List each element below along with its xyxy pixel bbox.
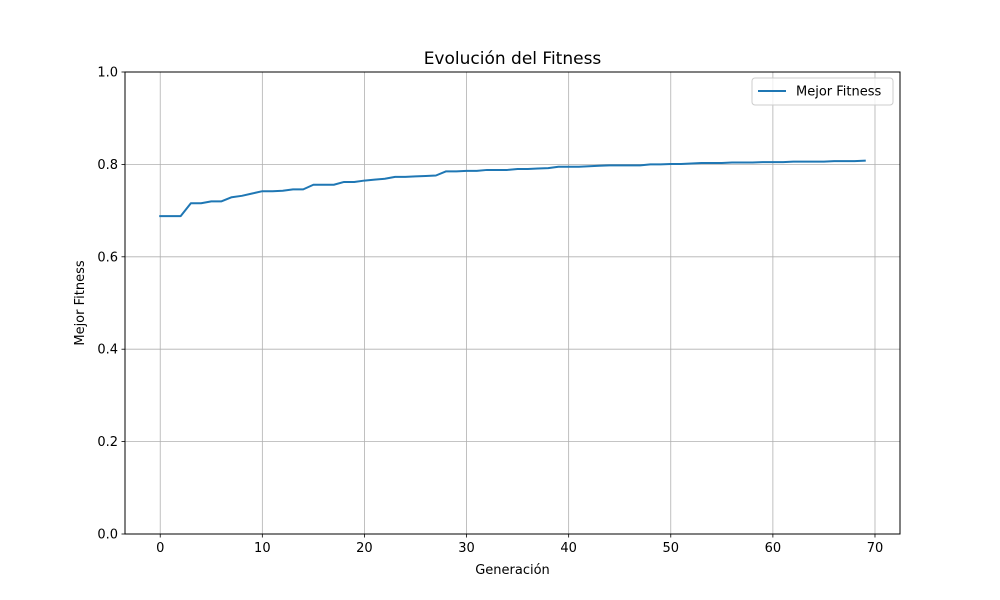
- y-tick-label: 0.8: [97, 158, 118, 173]
- x-tick-label: 20: [356, 541, 373, 556]
- x-tick-label: 0: [156, 541, 164, 556]
- x-tick-label: 70: [867, 541, 884, 556]
- y-tick-label: 0.4: [97, 343, 118, 358]
- series-line-mejor-fitness: [159, 159, 866, 218]
- x-tick-label: 40: [560, 541, 577, 556]
- plot-frame: [124, 71, 901, 535]
- x-tick-label: 30: [458, 541, 475, 556]
- y-axis-title: Mejor Fitness: [73, 260, 88, 346]
- y-tick-label: 1.0: [97, 66, 118, 81]
- legend: Mejor Fitness: [751, 77, 894, 106]
- x-axis-title: Generación: [475, 563, 550, 578]
- legend-box: [751, 77, 894, 106]
- chart-title: Evolución del Fitness: [424, 49, 602, 69]
- y-tick-label: 0.6: [97, 250, 118, 265]
- x-tick-label: 60: [765, 541, 782, 556]
- y-tick-label: 0.2: [97, 435, 118, 450]
- series-layer: [159, 159, 866, 218]
- axis-ticks: 0 10 20 30 40 50 60 70 0.0 0.2 0.4 0.6 0.8 1.0: [97, 66, 883, 557]
- legend-label-mejor-fitness: Mejor Fitness: [796, 85, 882, 100]
- x-tick-label: 50: [662, 541, 679, 556]
- x-tick-label: 10: [254, 541, 271, 556]
- y-tick-label: 0.0: [97, 528, 118, 543]
